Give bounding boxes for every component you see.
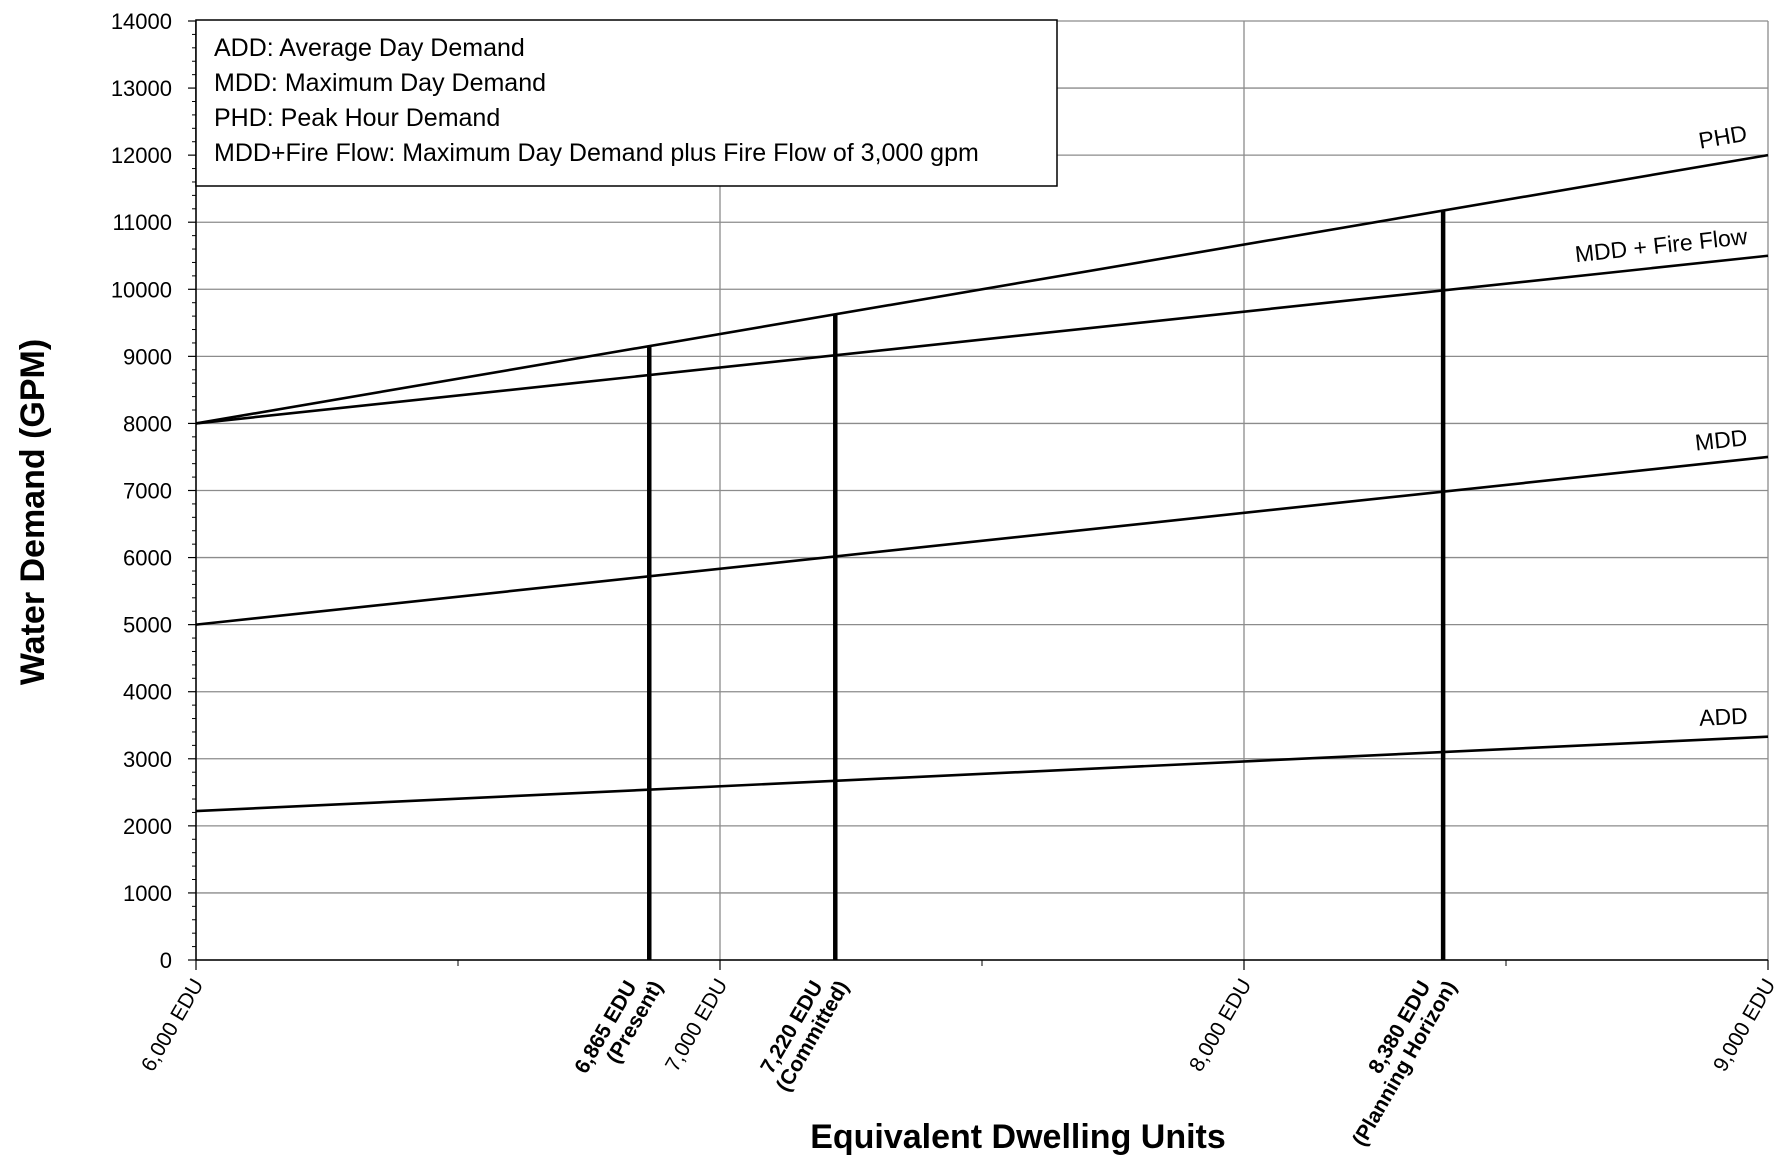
x-tick-label: 7,000 EDU	[661, 975, 732, 1075]
y-tick-label: 1000	[123, 881, 172, 906]
y-tick-label: 13000	[111, 76, 172, 101]
series-line-add	[195, 735, 1769, 813]
legend-entry-phd: PHD: Peak Hour Demand	[214, 104, 500, 132]
y-tick-label: 2000	[123, 814, 172, 839]
y-tick-label: 5000	[123, 613, 172, 638]
series-label-add: ADD	[1698, 703, 1748, 731]
y-tick-label: 9000	[123, 344, 172, 369]
y-axis-title: Water Demand (GPM)	[14, 339, 52, 685]
y-tick-label: 6000	[123, 546, 172, 571]
y-tick-label: 10000	[111, 277, 172, 302]
series-line-phd	[195, 153, 1769, 425]
series-lines	[195, 153, 1769, 813]
legend-entry-mdd: MDD: Maximum Day Demand	[214, 69, 546, 97]
y-tick-label: 11000	[112, 210, 172, 235]
series-label-phd: PHD	[1697, 120, 1749, 154]
series-label-mdd: MDD	[1694, 424, 1749, 455]
legend-entry-mdd-fire-flow: MDD+Fire Flow: Maximum Day Demand plus F…	[214, 139, 979, 167]
x-axis-title: Equivalent Dwelling Units	[810, 1118, 1226, 1156]
y-tick-label: 0	[160, 948, 172, 973]
y-tick-label: 3000	[123, 747, 172, 772]
series-line-mdd-fire-flow	[195, 254, 1769, 425]
x-tick-label: 9,000 EDU	[1709, 975, 1779, 1075]
x-tick-label: 8,000 EDU	[1185, 975, 1256, 1075]
y-tick-label: 14000	[111, 9, 172, 34]
legend-entry-add: ADD: Average Day Demand	[214, 34, 525, 62]
legend-box: ADD: Average Day Demand MDD: Maximum Day…	[195, 19, 1058, 187]
y-tick-label: 8000	[123, 411, 172, 436]
y-tick-label: 4000	[123, 680, 172, 705]
y-tick-label: 12000	[111, 143, 172, 168]
series-line-mdd	[195, 455, 1769, 626]
x-tick-label: 6,000 EDU	[137, 975, 208, 1075]
y-tick-label: 7000	[123, 479, 172, 504]
